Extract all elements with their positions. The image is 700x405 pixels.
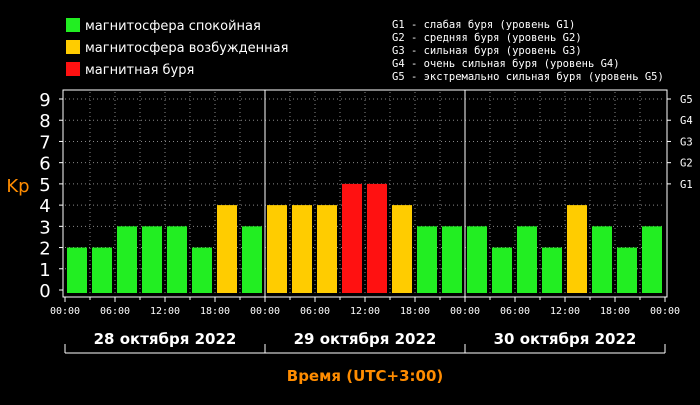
legend-label-storm: магнитная буря (85, 63, 194, 78)
kp-bar (417, 226, 437, 293)
legend-swatch-quiet (66, 18, 80, 32)
time-tick-label: 00:00 (450, 306, 480, 317)
x-axis-title: Время (UTC+3:00) (287, 367, 443, 385)
legend-g5: G5 - экстремально сильная буря (уровень … (392, 71, 664, 83)
legend-states: магнитосфера спокойная магнитосфера возб… (66, 18, 288, 78)
legend-g-levels: G1 - слабая буря (уровень G1) G2 - средн… (392, 19, 664, 83)
y-tick-label: 0 (39, 281, 50, 302)
y-tick-label: 8 (39, 111, 50, 132)
kp-bar (492, 247, 512, 293)
bars (67, 183, 662, 293)
g-level-label: G5 (680, 94, 693, 106)
kp-bar (92, 247, 112, 293)
legend-swatch-storm (66, 62, 80, 76)
kp-bar (292, 205, 312, 293)
kp-bar (142, 226, 162, 293)
y-axis-title: Kp (6, 176, 29, 197)
legend-g1: G1 - слабая буря (уровень G1) (392, 19, 575, 31)
legend-g3: G3 - сильная буря (уровень G3) (392, 45, 582, 57)
y-tick-label: 6 (39, 154, 50, 175)
kp-bar (117, 226, 137, 293)
y-tick-label: 9 (39, 90, 50, 111)
time-tick-label: 12:00 (150, 306, 180, 317)
y-tick-label: 2 (39, 239, 50, 260)
kp-bar (67, 247, 87, 293)
kp-bar (442, 226, 462, 293)
kp-bar (192, 247, 212, 293)
g-level-label: G3 (680, 136, 693, 148)
time-tick-label: 00:00 (650, 306, 680, 317)
kp-bar (342, 183, 362, 293)
kp-bar (467, 226, 487, 293)
g-level-label: G2 (680, 158, 693, 170)
y-tick-label: 1 (39, 260, 50, 281)
legend-label-quiet: магнитосфера спокойная (85, 19, 261, 34)
kp-bar (367, 183, 387, 293)
kp-bar (592, 226, 612, 293)
kp-bar (167, 226, 187, 293)
time-tick-label: 06:00 (300, 306, 330, 317)
legend-g4: G4 - очень сильная буря (уровень G4) (392, 58, 620, 70)
date-label: 28 октября 2022 (94, 330, 237, 348)
kp-bar (217, 205, 237, 293)
kp-bar (617, 247, 637, 293)
g-level-label: G4 (680, 115, 693, 127)
time-tick-label: 12:00 (350, 306, 380, 317)
time-tick-label: 12:00 (550, 306, 580, 317)
kp-bar (517, 226, 537, 293)
kp-bar (242, 226, 262, 293)
kp-bar (392, 205, 412, 293)
y-tick-label: 7 (39, 132, 50, 153)
y-tick-label: 3 (39, 217, 50, 238)
kp-bar (267, 205, 287, 293)
time-tick-label: 06:00 (100, 306, 130, 317)
g-level-label: G1 (680, 179, 693, 191)
legend-g2: G2 - средняя буря (уровень G2) (392, 32, 582, 44)
legend-swatch-active (66, 40, 80, 54)
time-tick-label: 18:00 (600, 306, 630, 317)
kp-bar (567, 205, 587, 293)
grid (65, 92, 665, 295)
y-tick-label: 5 (39, 175, 50, 196)
y-tick-label: 4 (39, 196, 50, 217)
date-label: 29 октября 2022 (294, 330, 437, 348)
time-tick-label: 18:00 (400, 306, 430, 317)
time-tick-label: 06:00 (500, 306, 530, 317)
kp-bar (642, 226, 662, 293)
date-label: 30 октября 2022 (494, 330, 637, 348)
time-tick-label: 00:00 (50, 306, 80, 317)
time-tick-label: 00:00 (250, 306, 280, 317)
legend-label-active: магнитосфера возбужденная (85, 41, 288, 56)
kp-bar (317, 205, 337, 293)
kp-bar (542, 247, 562, 293)
time-tick-label: 18:00 (200, 306, 230, 317)
